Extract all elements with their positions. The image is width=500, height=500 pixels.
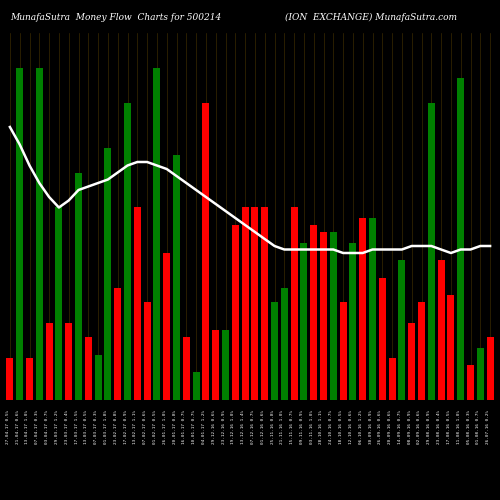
Bar xyxy=(16,68,23,400)
Bar xyxy=(85,337,91,400)
Bar xyxy=(104,148,112,400)
Bar xyxy=(290,208,298,400)
Bar xyxy=(232,225,238,400)
Bar xyxy=(360,218,366,400)
Bar xyxy=(154,68,160,400)
Bar xyxy=(134,208,140,400)
Bar xyxy=(477,348,484,400)
Bar xyxy=(46,323,52,400)
Bar xyxy=(340,302,346,400)
Bar xyxy=(388,358,396,400)
Bar xyxy=(350,242,356,400)
Bar xyxy=(281,288,287,400)
Bar xyxy=(369,218,376,400)
Bar xyxy=(252,208,258,400)
Bar xyxy=(310,225,317,400)
Bar xyxy=(262,208,268,400)
Bar xyxy=(379,278,386,400)
Bar xyxy=(202,102,209,400)
Bar xyxy=(192,372,200,400)
Bar xyxy=(458,78,464,400)
Bar xyxy=(398,260,406,400)
Bar xyxy=(320,232,327,400)
Bar xyxy=(183,337,190,400)
Bar xyxy=(467,365,474,400)
Bar xyxy=(75,172,82,400)
Bar xyxy=(26,358,33,400)
Bar xyxy=(242,208,248,400)
Bar xyxy=(173,155,180,400)
Bar xyxy=(6,358,14,400)
Bar xyxy=(330,232,336,400)
Bar xyxy=(418,302,425,400)
Text: MunafaSutra  Money Flow  Charts for 500214: MunafaSutra Money Flow Charts for 500214 xyxy=(10,12,221,22)
Text: (ION  EXCHANGE) MunafaSutra.com: (ION EXCHANGE) MunafaSutra.com xyxy=(285,12,457,22)
Bar xyxy=(94,354,102,400)
Bar xyxy=(271,302,278,400)
Bar xyxy=(144,302,150,400)
Bar xyxy=(36,68,43,400)
Bar xyxy=(448,295,454,400)
Bar xyxy=(428,102,434,400)
Bar xyxy=(438,260,444,400)
Bar xyxy=(300,242,308,400)
Bar xyxy=(66,323,72,400)
Bar xyxy=(486,337,494,400)
Bar xyxy=(114,288,121,400)
Bar xyxy=(212,330,219,400)
Bar xyxy=(408,323,415,400)
Bar xyxy=(56,208,62,400)
Bar xyxy=(164,253,170,400)
Bar xyxy=(124,102,131,400)
Bar xyxy=(222,330,229,400)
